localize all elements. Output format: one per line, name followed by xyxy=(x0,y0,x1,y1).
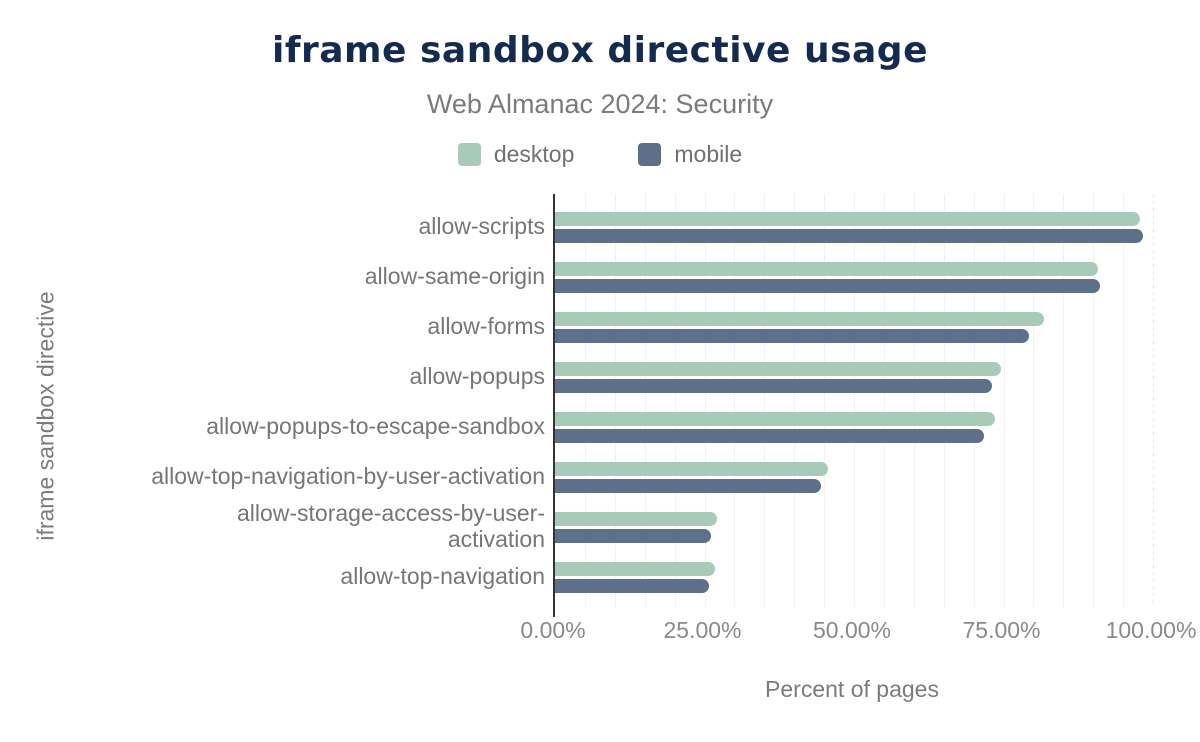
y-axis-title: iframe sandbox directive xyxy=(32,291,59,541)
bar-row xyxy=(555,452,1153,502)
category-label: allow-storage-access-by-user-activation xyxy=(236,500,545,552)
chart-subtitle: Web Almanac 2024: Security xyxy=(426,89,774,119)
gridline xyxy=(734,194,736,607)
legend-item-mobile: mobile xyxy=(638,141,742,168)
plot-area xyxy=(553,194,1154,617)
gridline xyxy=(614,194,616,607)
gridline xyxy=(973,194,975,607)
mobile-bar xyxy=(555,428,984,443)
gridline xyxy=(704,194,706,607)
gridline-100pct xyxy=(1153,194,1154,607)
gridline xyxy=(1093,194,1095,607)
category-label: allow-popups-to-escape-sandbox xyxy=(206,413,545,440)
x-tick-label: 100.00% xyxy=(1105,617,1197,643)
x-axis-ticks: 0.00% 25.00% 50.00% 75.00% 100.00% xyxy=(520,617,1196,647)
category-label: allow-same-origin xyxy=(364,263,545,290)
gridline xyxy=(764,194,766,607)
gridline xyxy=(913,194,915,607)
gridline xyxy=(674,194,676,607)
gridline xyxy=(824,194,826,607)
gridline xyxy=(644,194,646,607)
gridline xyxy=(943,194,945,607)
x-tick-label: 50.00% xyxy=(812,617,892,643)
category-label: allow-forms xyxy=(427,313,545,340)
bar-row xyxy=(555,202,1153,252)
gridline xyxy=(794,194,796,607)
bar-row xyxy=(555,502,1153,552)
gridline xyxy=(1123,194,1125,607)
legend-label-desktop: desktop xyxy=(493,141,575,167)
category-label: allow-popups xyxy=(409,363,545,390)
bar-row xyxy=(555,352,1153,402)
bar-row xyxy=(555,552,1153,602)
gridline xyxy=(584,194,586,607)
gridline xyxy=(1003,194,1005,607)
gridline xyxy=(1033,194,1035,607)
mobile-bar xyxy=(555,228,1143,243)
category-label: allow-top-navigation xyxy=(340,563,545,590)
desktop-bar xyxy=(555,261,1098,276)
category-label: allow-scripts xyxy=(418,213,545,240)
desktop-bar xyxy=(555,411,996,426)
mobile-bar xyxy=(555,528,712,543)
mobile-bar xyxy=(555,578,709,593)
category-labels: allow-scripts allow-same-origin allow-form… xyxy=(146,194,545,602)
mobile-swatch-icon xyxy=(638,143,662,166)
bar-rows xyxy=(555,194,1153,607)
desktop-swatch-icon xyxy=(457,143,481,166)
x-axis-title: Percent of pages xyxy=(765,676,939,702)
x-tick-label: 75.00% xyxy=(962,617,1041,643)
desktop-bar xyxy=(555,211,1141,226)
x-tick-label: 0.00% xyxy=(520,617,586,643)
desktop-bar xyxy=(555,311,1044,326)
chart-title: iframe sandbox directive usage xyxy=(271,30,928,71)
desktop-bar xyxy=(555,361,1002,376)
mobile-bar xyxy=(555,378,992,393)
category-label: allow-top-navigation-by-user-activation xyxy=(151,463,545,490)
bar-row xyxy=(555,252,1153,302)
x-tick-label: 25.00% xyxy=(663,617,742,643)
gridline xyxy=(854,194,855,607)
chart-legend: desktop mobile xyxy=(0,141,1200,168)
gridline xyxy=(883,194,885,607)
bar-row xyxy=(555,402,1153,452)
desktop-bar xyxy=(555,461,828,476)
bar-row xyxy=(555,302,1153,352)
mobile-bar xyxy=(555,278,1100,293)
gridline xyxy=(1063,194,1065,607)
mobile-bar xyxy=(555,328,1030,343)
mobile-bar xyxy=(555,478,822,493)
desktop-bar xyxy=(555,511,718,526)
legend-label-mobile: mobile xyxy=(674,141,743,167)
desktop-bar xyxy=(555,561,715,576)
legend-item-desktop: desktop xyxy=(457,141,575,168)
